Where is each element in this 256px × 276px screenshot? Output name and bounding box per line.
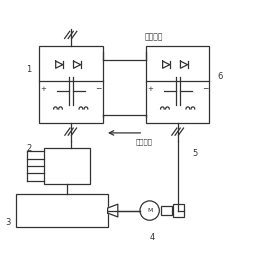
Text: −: −: [202, 84, 208, 93]
Text: M: M: [147, 208, 152, 213]
Text: 4: 4: [150, 233, 155, 242]
Text: 1: 1: [26, 65, 31, 74]
Text: 6: 6: [217, 72, 222, 81]
Bar: [173, 204, 184, 217]
Bar: [44, 148, 90, 184]
Text: +: +: [147, 86, 153, 92]
Text: −: −: [95, 84, 101, 93]
Bar: [146, 46, 209, 123]
Text: 3: 3: [6, 217, 11, 227]
Text: +: +: [40, 86, 46, 92]
Polygon shape: [108, 204, 118, 217]
Bar: [16, 194, 108, 227]
Text: 5: 5: [193, 149, 198, 158]
Text: 2: 2: [26, 144, 31, 153]
Bar: [39, 46, 103, 123]
Text: 能量方向: 能量方向: [136, 139, 153, 145]
Text: 直流母线: 直流母线: [144, 32, 163, 41]
Bar: [161, 206, 172, 215]
